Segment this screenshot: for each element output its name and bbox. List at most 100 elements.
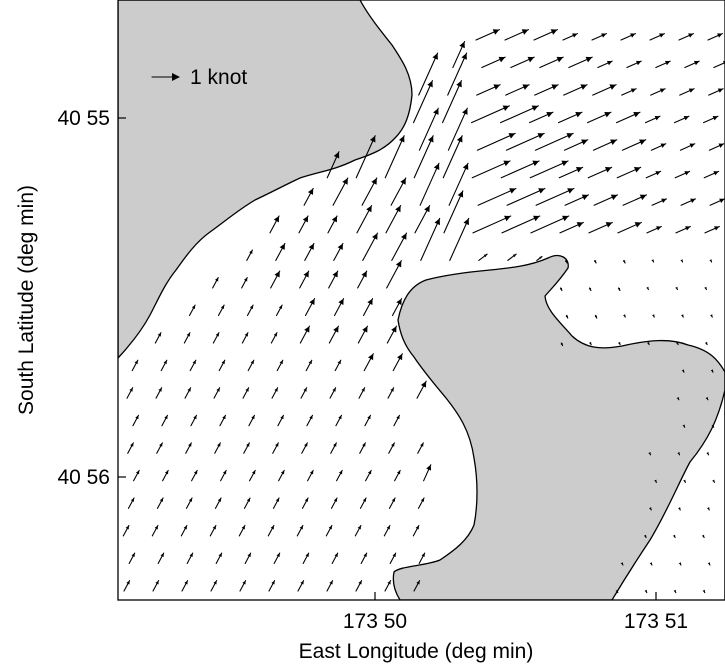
current-vector-head: [342, 178, 348, 185]
current-vector-head: [656, 226, 662, 231]
current-vector-head: [302, 215, 309, 223]
current-vector-head: [361, 271, 367, 278]
current-vector-head: [280, 470, 285, 475]
current-vector-head: [415, 525, 419, 530]
current-vector-head: [581, 139, 588, 145]
current-vector-head: [559, 287, 562, 291]
current-vector-head: [186, 332, 190, 337]
current-vector-head: [561, 160, 569, 167]
current-vector-head: [685, 226, 691, 231]
current-vector-head: [567, 188, 574, 194]
current-vector-head: [367, 298, 373, 306]
current-vector-head: [704, 341, 708, 345]
current-vector-head: [157, 332, 161, 337]
current-vector-head: [222, 415, 226, 420]
current-vector-head: [362, 497, 367, 502]
current-vector-head: [309, 298, 315, 306]
current-vector-head: [333, 442, 337, 447]
current-vector-head: [331, 215, 338, 223]
current-vector-head: [585, 56, 593, 63]
current-vector-head: [280, 415, 284, 420]
current-vector-head: [562, 215, 569, 222]
current-vector: [418, 52, 439, 96]
current-vector-head: [193, 470, 198, 475]
current-vector-head: [654, 116, 660, 121]
current-vector: [471, 160, 511, 179]
current-vector-head: [125, 525, 129, 530]
current-vector-head: [241, 525, 245, 530]
current-vector-head: [391, 326, 397, 333]
current-vector-head: [212, 525, 216, 530]
current-vector-head: [677, 452, 680, 455]
current-vector-head: [503, 160, 511, 167]
current-vector-head: [710, 369, 713, 373]
x-tick-label-173-51: 173 51: [624, 610, 688, 633]
current-vector-head: [416, 580, 420, 585]
current-vector-head: [588, 341, 592, 345]
current-vector-head: [279, 360, 283, 365]
current-vector: [442, 135, 463, 179]
current-vector-head: [680, 259, 683, 262]
current-vector-head: [594, 315, 597, 319]
current-vector-head: [308, 243, 314, 250]
current-vector-head: [420, 381, 427, 388]
current-vector-head: [134, 360, 138, 365]
current-vector-head: [249, 305, 254, 310]
current-vector-head: [492, 29, 500, 35]
current-vector-head: [192, 360, 196, 365]
current-vector-head: [126, 580, 130, 585]
current-vector-head: [575, 167, 583, 173]
current-vector-head: [191, 305, 196, 310]
current-vector-head: [333, 326, 339, 333]
current-vector-head: [622, 260, 626, 263]
current-vector-head: [387, 580, 391, 585]
current-vector-head: [424, 205, 430, 213]
current-vector-head: [644, 589, 647, 593]
current-vector-head: [163, 360, 167, 365]
current-vector-head: [275, 497, 280, 502]
current-vector-head: [527, 56, 535, 63]
current-vector-head: [651, 259, 654, 262]
current-vector-head: [717, 88, 724, 93]
current-vector: [535, 187, 575, 206]
current-vector-head: [565, 315, 568, 319]
current-vector-head: [639, 194, 647, 201]
current-vector-head: [718, 143, 724, 148]
current-vector-head: [707, 562, 710, 566]
current-vector-head: [659, 88, 666, 93]
current-vector-head: [712, 479, 715, 483]
current-vector-head: [305, 553, 309, 558]
current-vector-head: [617, 287, 620, 291]
current-vector-head: [189, 553, 193, 558]
current-vector-head: [358, 580, 362, 585]
current-vector-head: [498, 56, 506, 63]
current-vector-head: [304, 442, 308, 447]
current-vector-head: [334, 553, 338, 558]
current-vector-head: [400, 178, 406, 185]
current-vector-head: [333, 151, 340, 159]
current-vector-head: [566, 133, 574, 139]
current-vector-head: [216, 387, 220, 392]
current-vector-head: [434, 218, 440, 226]
current-vector-head: [184, 580, 188, 585]
current-vector-head: [332, 271, 338, 278]
current-vector-head: [493, 84, 501, 90]
current-vector-head: [273, 332, 277, 337]
current-vector-head: [459, 41, 465, 49]
current-vector-head: [366, 205, 372, 213]
current-vector-head: [159, 497, 164, 502]
current-vector-head: [672, 534, 676, 538]
current-vector-head: [391, 497, 396, 502]
current-vector-head: [155, 580, 159, 585]
current-vector-head: [158, 387, 162, 392]
current-vector: [413, 135, 434, 179]
current-vector-head: [362, 326, 368, 333]
current-vector-head: [556, 56, 564, 63]
current-vector-head: [426, 464, 432, 471]
current-vector-head: [588, 287, 591, 291]
current-vector-head: [338, 415, 342, 420]
current-vector-head: [675, 341, 679, 345]
current-vector-head: [337, 243, 343, 250]
current-vector: [420, 217, 441, 261]
current-vector-head: [130, 442, 134, 447]
